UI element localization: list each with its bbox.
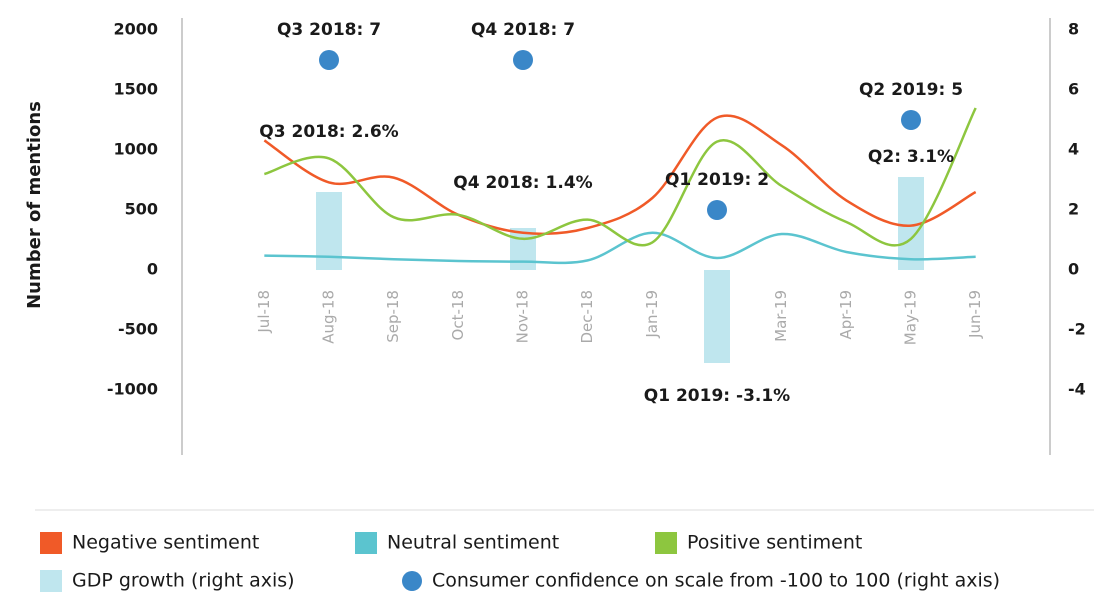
y-tick-label: -1000 bbox=[107, 380, 158, 399]
x-tick-label: Dec-18 bbox=[578, 290, 596, 344]
annotation: Q4 2018: 1.4% bbox=[453, 173, 592, 193]
y-tick-label: 2000 bbox=[113, 20, 158, 39]
annotation: Q4 2018: 7 bbox=[471, 20, 575, 40]
x-tick-label: Sep-18 bbox=[384, 290, 402, 343]
x-tick-label: Oct-18 bbox=[449, 290, 467, 340]
annotation: Q1 2019: 2 bbox=[665, 170, 769, 190]
sentiment-line bbox=[264, 231, 976, 265]
y2-tick-label: 8 bbox=[1068, 20, 1079, 39]
confidence-dot bbox=[319, 50, 339, 70]
annotation: Q1 2019: -3.1% bbox=[644, 386, 790, 406]
legend-label: Negative sentiment bbox=[72, 532, 259, 554]
annotation: Q3 2018: 2.6% bbox=[259, 122, 398, 142]
legend-swatch bbox=[40, 570, 62, 592]
x-tick-label: May-19 bbox=[902, 290, 920, 345]
x-tick-label: Apr-19 bbox=[837, 290, 855, 340]
y2-tick-label: -2 bbox=[1068, 320, 1086, 339]
x-tick-label: Mar-19 bbox=[772, 290, 790, 342]
legend-swatch bbox=[355, 532, 377, 554]
y2-tick-label: 2 bbox=[1068, 200, 1079, 219]
y-tick-label: 1500 bbox=[113, 80, 158, 99]
x-tick-label: Jul-18 bbox=[255, 290, 273, 334]
y-axis-label: Number of mentions bbox=[24, 101, 45, 309]
confidence-dot bbox=[901, 110, 921, 130]
y2-tick-label: 6 bbox=[1068, 80, 1079, 99]
x-tick-label: Nov-18 bbox=[514, 290, 532, 343]
y-tick-label: 1000 bbox=[113, 140, 158, 159]
y2-tick-label: -4 bbox=[1068, 380, 1086, 399]
sentiment-line bbox=[263, 114, 977, 236]
annotation: Q2: 3.1% bbox=[868, 147, 954, 167]
gdp-bar bbox=[704, 270, 730, 363]
confidence-dot bbox=[513, 50, 533, 70]
legend-label: GDP growth (right axis) bbox=[72, 570, 295, 592]
x-tick-label: Aug-18 bbox=[320, 290, 338, 344]
annotation: Q3 2018: 7 bbox=[277, 20, 381, 40]
y2-tick-label: 0 bbox=[1068, 260, 1079, 279]
legend-swatch bbox=[655, 532, 677, 554]
y-tick-label: 0 bbox=[147, 260, 158, 279]
legend-swatch bbox=[40, 532, 62, 554]
y-tick-label: 500 bbox=[125, 200, 158, 219]
y-tick-label: -500 bbox=[118, 320, 158, 339]
y2-tick-label: 4 bbox=[1068, 140, 1079, 159]
x-tick-label: Jan-19 bbox=[643, 290, 661, 339]
legend-swatch bbox=[402, 571, 422, 591]
legend-label: Consumer confidence on scale from -100 t… bbox=[432, 570, 1000, 592]
legend-label: Positive sentiment bbox=[687, 532, 862, 554]
legend-label: Neutral sentiment bbox=[387, 532, 559, 554]
annotation: Q2 2019: 5 bbox=[859, 80, 963, 100]
x-tick-label: Jun-19 bbox=[966, 290, 984, 339]
sentiment-line bbox=[263, 107, 977, 247]
confidence-dot bbox=[707, 200, 727, 220]
